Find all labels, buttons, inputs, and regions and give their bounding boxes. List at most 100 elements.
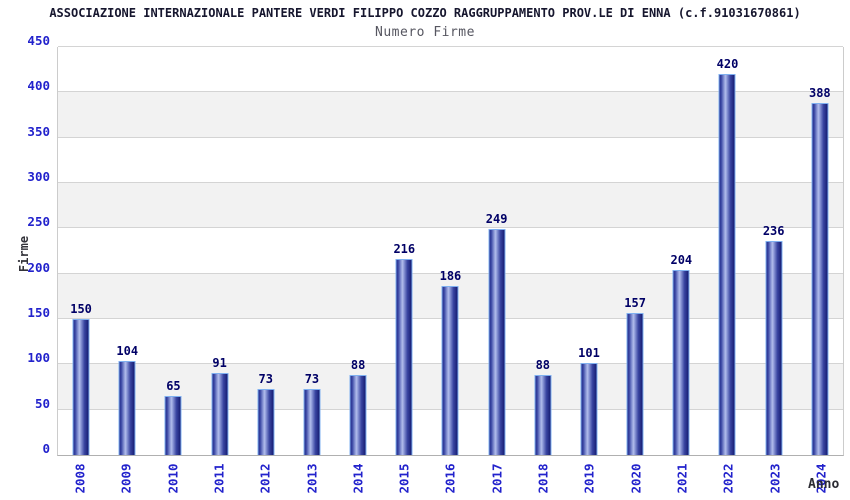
- bar-slot-2017: 249: [474, 47, 520, 455]
- x-tick-label: 2017: [489, 462, 505, 494]
- y-tick-label: 250: [27, 214, 50, 230]
- x-tick-label: 2010: [165, 462, 181, 494]
- x-tick-slot: 2014: [335, 457, 381, 499]
- x-tick-label: 2021: [674, 462, 690, 494]
- bar-value-label: 65: [166, 379, 181, 394]
- y-tick-label: 200: [27, 259, 50, 275]
- bar-value-label: 73: [258, 371, 273, 386]
- bar-slot-2019: 101: [566, 47, 612, 455]
- x-tick-label: 2018: [535, 462, 551, 494]
- y-tick-label: 450: [27, 33, 50, 48]
- bar-slot-2018: 88: [520, 47, 566, 455]
- x-tick-label: 2020: [628, 462, 644, 494]
- bar-slot-2020: 157: [612, 47, 658, 455]
- x-tick-label: 2013: [304, 462, 320, 494]
- bar-2013: [303, 388, 321, 455]
- gridline: [58, 91, 843, 93]
- bar-2010: [164, 396, 182, 455]
- bar-slot-2015: 216: [381, 47, 427, 455]
- bar-2022: [718, 74, 736, 455]
- bar-value-label: 186: [439, 269, 462, 284]
- bar-2021: [672, 270, 690, 455]
- y-tick-label: 0: [42, 441, 50, 456]
- bar-slot-2023: 236: [751, 47, 797, 455]
- bar-value-label: 88: [535, 358, 551, 373]
- x-tick-label: 2014: [350, 462, 366, 494]
- bar-2015: [395, 259, 413, 455]
- bar-2014: [349, 375, 367, 455]
- bar-2024: [811, 103, 829, 455]
- bar-slot-2024: 388: [797, 47, 843, 455]
- bar-slot-2012: 73: [243, 47, 289, 455]
- x-tick-label: 2019: [581, 462, 597, 494]
- bar-value-label: 236: [762, 224, 785, 239]
- x-tick-slot: 2018: [520, 457, 566, 499]
- y-tick-label: 50: [34, 395, 50, 411]
- bar-value-label: 420: [716, 57, 739, 72]
- chart-title: ASSOCIAZIONE INTERNAZIONALE PANTERE VERD…: [49, 6, 801, 20]
- y-tick-label: 150: [27, 305, 50, 320]
- x-tick-slot: 2021: [659, 457, 705, 499]
- bar-value-label: 104: [116, 343, 139, 358]
- x-axis-title: Anno: [808, 477, 840, 492]
- bar-value-label: 73: [304, 371, 320, 386]
- bar-value-label: 101: [578, 346, 600, 361]
- x-tick-slot: 2016: [427, 457, 473, 499]
- bar-value-label: 150: [70, 302, 92, 316]
- x-tick-slot: 2008: [57, 457, 103, 499]
- bar-value-label: 216: [393, 242, 416, 257]
- x-tick-slot: 2022: [705, 457, 751, 499]
- x-tick-slot: 2023: [751, 457, 797, 499]
- x-tick-slot: 2015: [381, 457, 427, 499]
- bar-2018: [534, 375, 552, 455]
- plot-area: 150 104 65 91 73 73 88 216 186 249 88 101 157 204 420 2…: [57, 46, 844, 456]
- bar-value-label: 91: [212, 355, 227, 370]
- bar-slot-2008: 150: [58, 47, 104, 455]
- bar-2019: [580, 363, 598, 455]
- bar-value-label: 249: [485, 212, 508, 227]
- bar-2020: [626, 312, 644, 455]
- gridline: [58, 136, 843, 138]
- bar-2023: [765, 241, 783, 455]
- y-tick-label: 300: [27, 169, 50, 184]
- x-tick-slot: 2011: [196, 457, 242, 499]
- bar-2011: [211, 372, 229, 455]
- bar-slot-2009: 104: [104, 47, 150, 455]
- bar-slot-2010: 65: [150, 47, 196, 455]
- x-tick-label: 2009: [118, 462, 134, 494]
- y-tick-label: 400: [27, 78, 50, 94]
- y-tick-label: 100: [27, 350, 50, 366]
- bar-value-label: 204: [670, 253, 693, 268]
- x-tick-label: 2023: [767, 462, 783, 494]
- grid-band: [58, 92, 843, 138]
- x-tick-label: 2022: [720, 462, 736, 494]
- x-tick-slot: 2020: [613, 457, 659, 499]
- gridline: [58, 227, 843, 229]
- gridline: [58, 182, 843, 183]
- bar-slot-2022: 420: [704, 47, 750, 455]
- bar-slot-2021: 204: [658, 47, 704, 455]
- bar-2017: [488, 229, 506, 455]
- x-tick-label: 2008: [72, 462, 88, 494]
- grid-band: [58, 183, 843, 229]
- bar-value-label: 157: [624, 295, 646, 310]
- x-tick-slot: 2019: [566, 457, 612, 499]
- bar-slot-2011: 91: [197, 47, 243, 455]
- y-axis-tick-labels: 0 50 100 150 200 250 300 350 400 450: [0, 34, 50, 456]
- x-tick-slot: 2009: [103, 457, 149, 499]
- x-tick-label: 2011: [211, 462, 227, 494]
- bar-slot-2014: 88: [335, 47, 381, 455]
- x-axis-tick-labels: 2008 2009 2010 2011 2012 2013 2014 2015 2016 2017…: [57, 457, 844, 499]
- gridline: [58, 46, 843, 47]
- bar-2012: [257, 388, 275, 455]
- bar-value-label: 388: [808, 86, 831, 101]
- x-tick-slot: 2010: [150, 457, 196, 499]
- x-tick-label: 2015: [396, 462, 412, 494]
- bar-series: 150 104 65 91 73 73 88 216 186 249 88 101 157 204 420 2…: [58, 47, 843, 455]
- x-tick-label: 2016: [443, 462, 459, 494]
- x-tick-slot: 2013: [288, 457, 334, 499]
- x-tick-slot: 2012: [242, 457, 288, 499]
- bar-value-label: 88: [350, 358, 366, 373]
- bar-slot-2016: 186: [427, 47, 473, 455]
